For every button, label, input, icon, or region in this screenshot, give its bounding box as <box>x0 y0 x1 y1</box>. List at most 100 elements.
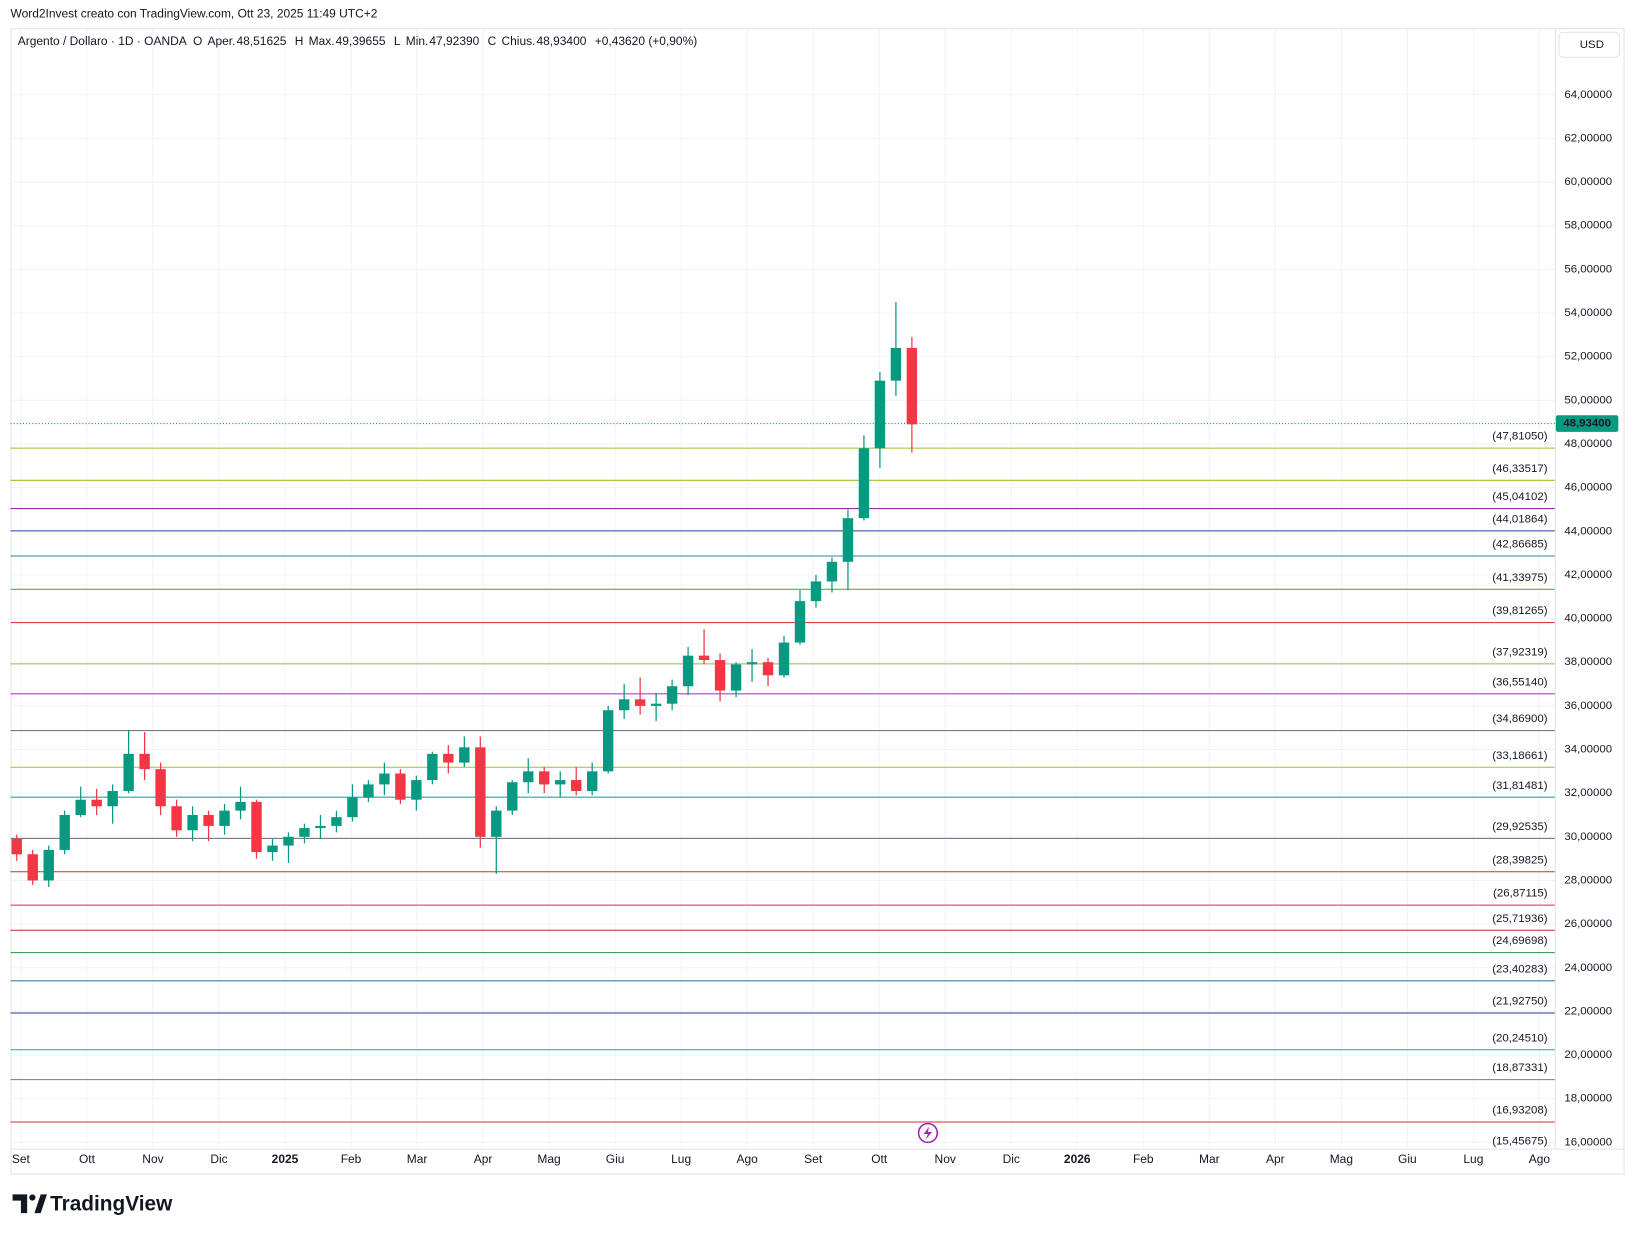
y-tick-label: 56,00000 <box>1564 263 1612 275</box>
candle-body <box>523 771 534 783</box>
candle-body <box>283 836 294 846</box>
y-tick-label: 26,00000 <box>1564 918 1612 930</box>
x-tick-label: Set <box>12 1152 31 1166</box>
candle-body <box>27 854 38 881</box>
event-bolt <box>923 1126 933 1140</box>
candle-body <box>155 769 166 807</box>
ohlc-name: Chius. <box>502 34 536 48</box>
x-tick-label: Set <box>804 1152 823 1166</box>
x-tick-label: Nov <box>142 1152 163 1166</box>
candle-body <box>746 662 758 665</box>
last-price-label: 48,93400 <box>1563 418 1611 430</box>
level-label: (16,93208) <box>1492 1105 1548 1117</box>
events-icon[interactable] <box>917 1122 939 1144</box>
candle-body <box>826 561 838 582</box>
level-label: (41,33975) <box>1492 572 1548 584</box>
y-tick-label: 40,00000 <box>1564 613 1612 625</box>
y-tick-label: 60,00000 <box>1564 176 1612 188</box>
level-label: (15,45675) <box>1492 1135 1548 1147</box>
x-tick-label: Ago <box>1529 1152 1551 1166</box>
level-label: (44,01864) <box>1492 513 1548 525</box>
candle-body <box>650 703 662 706</box>
level-label: (26,87115) <box>1493 888 1548 900</box>
y-tick-label: 50,00000 <box>1564 394 1612 406</box>
y-tick-label: 42,00000 <box>1564 569 1612 581</box>
ohlc-name: Min. <box>406 34 429 48</box>
y-tick-label: 34,00000 <box>1564 744 1612 756</box>
y-tick-label: 52,00000 <box>1564 351 1612 363</box>
candle-body <box>331 817 342 826</box>
x-tick-label: Ott <box>79 1152 96 1166</box>
level-label: (42,86685) <box>1492 539 1548 551</box>
x-tick-label: Ott <box>871 1152 888 1166</box>
candle-body <box>618 699 630 711</box>
currency-box[interactable] <box>1558 31 1620 58</box>
y-tick-label: 16,00000 <box>1564 1136 1612 1148</box>
y-tick-label: 28,00000 <box>1564 874 1612 886</box>
y-tick-label: 20,00000 <box>1564 1049 1612 1061</box>
candle-body <box>810 581 822 602</box>
level-label: (47,81050) <box>1492 431 1548 443</box>
candle-body <box>443 753 454 763</box>
candles <box>11 302 918 888</box>
candle-body <box>171 806 182 831</box>
y-tick-label: 46,00000 <box>1564 482 1612 494</box>
candle-body <box>107 790 118 807</box>
candle-body <box>634 699 646 706</box>
ohlc-key: L <box>394 34 401 48</box>
level-label: (46,33517) <box>1492 463 1548 475</box>
x-tick-label: Dic <box>1003 1152 1020 1166</box>
level-label: (28,39825) <box>1492 854 1548 866</box>
candle-body <box>11 838 22 855</box>
level-label: (31,81481) <box>1492 780 1548 792</box>
x-tick-label: Feb <box>1133 1152 1154 1166</box>
x-tick-label: Giu <box>1398 1152 1417 1166</box>
candle-body <box>555 780 566 785</box>
symbol-title: Argento / Dollaro · 1D · OANDA <box>18 34 187 48</box>
y-tick-label: 64,00000 <box>1564 89 1612 101</box>
candle-body <box>299 828 310 837</box>
candle-body <box>59 814 70 850</box>
y-tick-label: 62,00000 <box>1564 132 1612 144</box>
y-tick-label: 36,00000 <box>1564 700 1612 712</box>
brand-logo: TradingView <box>12 1192 173 1215</box>
brand: TradingView <box>50 1192 173 1215</box>
axes: 16,00000 18,00000 20,00000 22,00000 24,00000… <box>12 89 1619 1166</box>
ohlc-name: Aper. <box>208 34 236 48</box>
candle-body <box>698 655 710 661</box>
ohlc-key: C <box>488 34 497 48</box>
x-tick-label: Feb <box>341 1152 362 1166</box>
y-tick-label: 30,00000 <box>1564 831 1612 843</box>
logo-dot <box>29 1194 36 1201</box>
candle-body <box>842 518 854 562</box>
candle-body <box>539 771 550 785</box>
y-tick-label: 48,00000 <box>1564 438 1612 450</box>
candle-body <box>682 655 694 687</box>
x-tick-label: 2025 <box>272 1152 299 1166</box>
candle-body <box>762 662 774 676</box>
level-label: (29,92535) <box>1492 821 1548 833</box>
last-price-tag <box>1555 415 1619 432</box>
ohlc-value: 48,93400 <box>536 34 586 48</box>
candle-body <box>363 784 374 798</box>
candle-body <box>858 448 870 519</box>
candle-body <box>267 845 278 853</box>
candle-body <box>602 710 614 772</box>
candle-body <box>730 664 742 691</box>
y-tick-label: 32,00000 <box>1564 787 1612 799</box>
frame <box>10 28 1625 1175</box>
candle-body <box>427 753 438 781</box>
candle-body <box>714 660 726 691</box>
candle-body <box>794 601 806 643</box>
candle-body <box>874 380 886 449</box>
level-label: (25,71936) <box>1492 913 1548 925</box>
candle-body <box>778 642 790 676</box>
candle-body <box>395 773 406 800</box>
candle-body <box>379 773 390 785</box>
candle-body <box>91 799 102 807</box>
y-tick-label: 58,00000 <box>1564 220 1612 232</box>
ohlc-value: 47,92390 <box>429 34 479 48</box>
x-tick-label: Lug <box>671 1152 691 1166</box>
